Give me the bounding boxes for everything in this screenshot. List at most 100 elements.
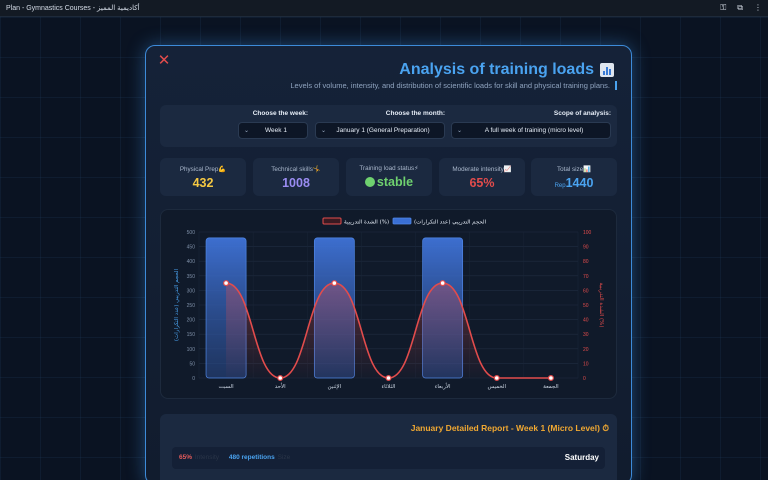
x-tick-label: الخميس <box>487 384 506 390</box>
filter-panel: Choose the week: ⌄ Week 1 Choose the mon… <box>160 105 617 147</box>
stat-card-physical: Physical Prep💪 432 <box>160 158 246 196</box>
intensity-point-1 <box>277 375 284 382</box>
stat-card-technical: Technical skills🤸 1008 <box>253 158 339 196</box>
week-select-value: Week 1 <box>265 127 287 134</box>
volume-label: Size <box>277 454 291 461</box>
legend-label-volume: الحجم التدريبي (عدد التكرارات) <box>414 219 487 226</box>
report-metrics: 65% Intensity 480 repetitions Size <box>179 454 290 461</box>
stat-card-total: Total size📊 Rep1440 <box>531 158 617 196</box>
intensity-point-2 <box>331 280 338 287</box>
volume-value: 480 repetitions <box>228 454 275 461</box>
y-right-tick-label: 90 <box>583 245 589 251</box>
intensity-point-6 <box>547 375 554 382</box>
chevron-down-icon: ⌄ <box>457 128 463 134</box>
stat-label: Physical Prep💪 <box>179 166 227 173</box>
y-left-tick-label: 300 <box>187 288 196 294</box>
report-row-saturday[interactable]: 65% Intensity 480 repetitions Size Satur… <box>172 447 605 469</box>
y-left-tick-label: 450 <box>187 245 196 251</box>
intensity-area <box>226 283 551 378</box>
month-select[interactable]: ⌄ January 1 (General Preparation) <box>315 122 445 139</box>
key-icon[interactable]: ⚿ <box>720 3 727 12</box>
y-right-tick-label: 70 <box>583 274 589 280</box>
x-tick-label: السبت <box>218 384 234 390</box>
legend-label-intensity: الشدة التدريبية (%) <box>344 220 389 226</box>
y-left-tick-label: 150 <box>187 332 196 338</box>
window-title: Plan - Gymnastics Courses - أكاديمية الم… <box>6 5 140 12</box>
intensity-point-4 <box>439 280 446 287</box>
intensity-value: 65% <box>179 454 193 461</box>
week-filter: Choose the week: ⌄ Week 1 <box>238 110 308 139</box>
week-filter-label: Choose the week: <box>252 110 308 117</box>
month-filter-label: Choose the month: <box>385 110 445 117</box>
x-tick-label: الثلاثاء <box>382 384 396 390</box>
x-tick-label: الجمعة <box>543 384 559 390</box>
intensity-label: Intensity <box>194 454 220 461</box>
analysis-modal: ✕ Analysis of training loads Levels of v… <box>145 45 632 480</box>
y-right-tick-label: 40 <box>583 318 589 324</box>
stat-value: stable <box>376 175 414 189</box>
close-icon[interactable]: ✕ <box>157 52 171 69</box>
y-right-axis-title: الشدة التدريبية (%) <box>598 282 604 327</box>
y-left-tick-label: 0 <box>192 376 195 382</box>
modal-title: Analysis of training loads <box>399 61 594 78</box>
intensity-point-0 <box>223 280 230 287</box>
y-right-tick-label: 20 <box>583 347 589 353</box>
legend-swatch-intensity <box>322 217 342 225</box>
intensity-point-3 <box>385 375 392 382</box>
y-left-tick-label: 200 <box>187 318 196 324</box>
stat-value-row: stable <box>346 175 432 189</box>
y-right-tick-label: 60 <box>583 288 589 294</box>
y-right-tick-label: 30 <box>583 332 589 338</box>
stat-value: 1440 <box>565 176 594 190</box>
stats-row: Physical Prep💪 432 Technical skills🤸 100… <box>160 158 617 196</box>
y-right-tick-label: 50 <box>583 303 589 309</box>
x-tick-label: الأربعاء <box>435 382 451 390</box>
scope-select[interactable]: ⌄ A full week of training (micro level) <box>451 122 611 139</box>
legend-swatch-volume <box>392 217 412 225</box>
y-left-tick-label: 350 <box>187 274 196 280</box>
report-panel: January Detailed Report - Week 1 (Micro … <box>160 414 617 480</box>
report-day: Saturday <box>564 453 599 462</box>
stat-unit: Rep <box>554 183 566 189</box>
stat-card-intensity: Moderate intensity📈 65% <box>439 158 525 196</box>
intensity-line <box>225 282 551 379</box>
y-right-tick-label: 100 <box>583 230 592 236</box>
month-filter: Choose the month: ⌄ January 1 (General P… <box>315 110 445 139</box>
stat-label: Moderate intensity📈 <box>452 166 512 173</box>
modal-title-row: Analysis of training loads <box>399 61 614 79</box>
y-right-tick-label: 0 <box>583 376 586 382</box>
chevron-down-icon: ⌄ <box>244 128 250 134</box>
stat-label: Technical skills🤸 <box>271 166 321 173</box>
extension-icon[interactable]: ⧉ <box>737 3 743 12</box>
y-right-tick-label: 80 <box>583 259 589 265</box>
scope-filter-label: Scope of analysis: <box>553 110 611 117</box>
more-icon[interactable]: ⋮ <box>754 3 762 12</box>
month-select-value: January 1 (General Preparation) <box>336 127 430 134</box>
y-left-axis-title: الحجم التدريبي (عدد التكرارات) <box>173 268 180 341</box>
stat-card-load-status: Training load status⚡ stable <box>346 158 432 196</box>
stat-value-row: Rep1440 <box>531 176 617 190</box>
stat-value: 65% <box>469 176 495 190</box>
y-left-tick-label: 400 <box>187 259 196 265</box>
training-load-chart: 0 50 100 150 200 250 300 350 400 450 500 0 10 20 30 40 5… <box>173 217 604 390</box>
y-left-tick-label: 100 <box>187 347 196 353</box>
stat-value: 432 <box>192 176 214 190</box>
intensity-point-5 <box>493 375 500 382</box>
scope-select-value: A full week of training (micro level) <box>484 127 584 134</box>
scope-filter: Scope of analysis: ⌄ A full week of trai… <box>451 110 611 139</box>
y-left-tick-label: 250 <box>187 303 196 309</box>
chart-panel: 0 50 100 150 200 250 300 350 400 450 500 0 10 20 30 40 5… <box>160 209 617 399</box>
week-select[interactable]: ⌄ Week 1 <box>238 122 308 139</box>
stopwatch-icon: ⏱ <box>602 423 609 433</box>
y-right-tick-label: 10 <box>583 361 589 367</box>
report-title: January Detailed Report - Week 1 (Micro … <box>410 423 600 433</box>
modal-subtitle: Levels of volume, intensity, and distrib… <box>290 81 617 90</box>
y-left-tick-label: 50 <box>189 361 195 367</box>
chevron-down-icon: ⌄ <box>321 128 327 134</box>
stat-value: 1008 <box>282 176 310 190</box>
x-tick-label: الإثنين <box>328 384 342 390</box>
x-tick-label: الأحد <box>275 382 286 390</box>
status-dot-icon <box>364 177 375 187</box>
bar-chart-icon <box>600 63 614 77</box>
stat-label: Training load status⚡ <box>359 165 419 172</box>
